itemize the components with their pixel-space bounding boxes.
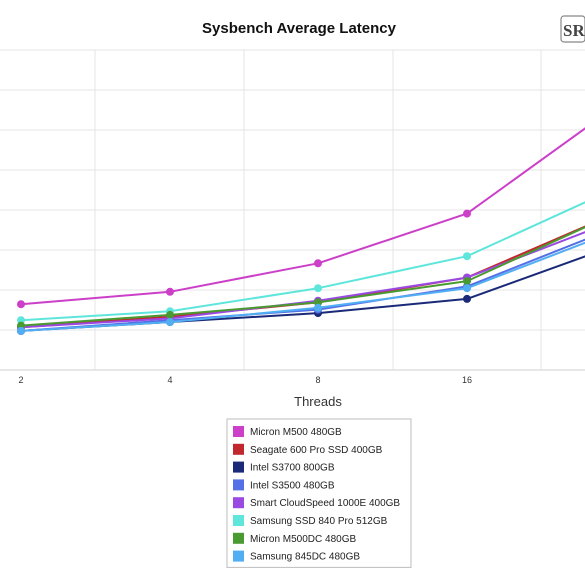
logo: SR [560,15,585,43]
legend-swatch [233,461,244,473]
data-point [166,310,174,319]
data-point [463,284,471,293]
legend-label: Seagate 600 Pro SSD 400GB [250,445,383,456]
series-path [20,255,585,332]
x-tick-label: 8 [315,375,320,385]
legend-swatch [233,532,244,544]
legend-swatch [233,497,244,509]
logo-text: SR [563,21,585,40]
data-point [314,284,322,293]
x-tick-label: 16 [462,375,472,385]
series-layer [17,127,585,335]
data-point [17,300,25,309]
legend-label: Samsung SSD 840 Pro 512GB [250,516,388,527]
legend-item: Micron M500 480GB [233,426,342,438]
legend-label: Micron M500DC 480GB [250,534,356,545]
legend-swatch [233,443,244,455]
legend-item: Intel S3500 480GB [233,479,335,491]
legend-label: Smart CloudSpeed 1000E 400GB [250,498,400,509]
x-tick-labels: 2 4 8 16 [18,375,472,385]
legend-label: Intel S3700 800GB [250,463,335,474]
x-tick-label: 4 [167,375,172,385]
legend-swatch [233,515,244,526]
series-path [20,201,585,322]
data-point [17,326,25,335]
series-line [17,127,585,309]
legend-item: Samsung SSD 840 Pro 512GB [233,515,388,527]
x-axis-label: Threads [294,394,342,409]
series-line [17,241,585,335]
legend-item: Micron M500DC 480GB [233,532,356,545]
data-point [314,259,322,268]
data-point [463,294,471,303]
legend-item: Seagate 600 Pro SSD 400GB [233,443,383,456]
legend-item: Intel S3700 800GB [233,461,335,474]
legend-swatch [233,550,244,562]
data-point [463,209,471,218]
series-line [17,226,585,330]
data-point [166,318,174,326]
legend-item: Smart CloudSpeed 1000E 400GB [233,497,400,509]
data-point [463,252,471,261]
chart-title: Sysbench Average Latency [202,20,397,37]
legend-label: Samsung 845DC 480GB [250,552,360,563]
legend: Micron M500 480GB Seagate 600 Pro SSD 400… [226,418,412,568]
legend-swatch [233,426,244,437]
x-tick-label: 2 [18,375,23,385]
data-point [314,303,322,312]
legend-label: Micron M500 480GB [250,427,342,438]
legend-swatch [233,479,244,491]
legend-label: Intel S3500 480GB [250,480,335,491]
data-point [463,277,471,286]
legend-item: Samsung 845DC 480GB [233,550,360,563]
legend-box [226,418,412,568]
data-point [166,287,174,296]
